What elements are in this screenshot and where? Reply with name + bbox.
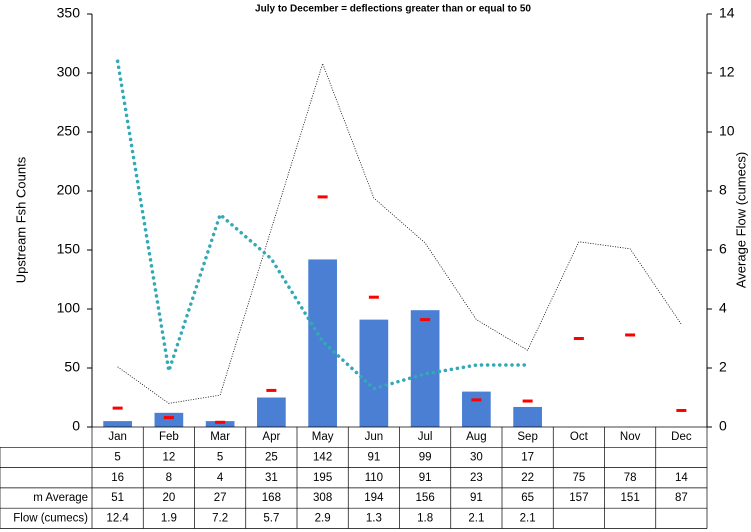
table-cell: 110 bbox=[365, 472, 383, 484]
legend-label: Flow (cumecs) bbox=[13, 512, 88, 524]
x-tick-label: Jun bbox=[365, 431, 384, 443]
x-tick-label: Aug bbox=[466, 431, 486, 443]
y2-tick-label: 2 bbox=[719, 359, 727, 375]
table-cell: 99 bbox=[419, 451, 432, 463]
table-cell: 5.7 bbox=[263, 512, 279, 524]
marker bbox=[266, 388, 277, 392]
table-cell: 17 bbox=[521, 451, 534, 463]
marker bbox=[625, 333, 636, 337]
bar bbox=[205, 421, 235, 427]
marker bbox=[522, 399, 533, 403]
bar bbox=[462, 391, 491, 427]
marker bbox=[112, 406, 123, 410]
table-cell: 4 bbox=[217, 472, 224, 484]
x-tick-label: Jul bbox=[418, 431, 433, 443]
table-cell: 194 bbox=[364, 492, 384, 504]
table-cell: 168 bbox=[262, 492, 281, 504]
average-line bbox=[117, 62, 682, 404]
marker bbox=[573, 337, 584, 340]
legend-label: m Average bbox=[33, 492, 88, 504]
y2-axis-title: Average Flow (cumecs) bbox=[733, 152, 748, 288]
marker bbox=[317, 195, 328, 199]
table-cell: 2.1 bbox=[520, 512, 536, 524]
bar bbox=[513, 406, 542, 427]
bar bbox=[410, 310, 440, 427]
marker bbox=[163, 416, 174, 420]
y-tick-label: 100 bbox=[57, 300, 81, 316]
x-tick-label: Mar bbox=[210, 431, 230, 443]
table-cell: 5 bbox=[217, 451, 223, 463]
y2-tick-label: 0 bbox=[719, 418, 727, 434]
table-cell: 1.3 bbox=[366, 512, 382, 524]
table-cell: 16 bbox=[111, 472, 124, 484]
table-cell: 7.2 bbox=[212, 512, 228, 524]
y2-tick-label: 4 bbox=[719, 300, 727, 316]
table-cell: 91 bbox=[470, 492, 483, 504]
table-cell: 87 bbox=[675, 492, 688, 504]
bar bbox=[103, 421, 132, 427]
table-cell: 142 bbox=[313, 451, 332, 463]
bar bbox=[359, 319, 389, 427]
bar bbox=[257, 397, 286, 427]
table-cell: 2.1 bbox=[468, 512, 484, 524]
table-cell: 2.9 bbox=[315, 512, 331, 524]
marker bbox=[676, 408, 687, 412]
y2-tick-label: 10 bbox=[719, 123, 735, 139]
table-cell: 195 bbox=[313, 472, 332, 484]
table-cell: 157 bbox=[569, 492, 588, 504]
table-cell: 12 bbox=[162, 451, 175, 463]
table-cell: 78 bbox=[624, 472, 637, 484]
x-tick-label: Dec bbox=[671, 431, 692, 443]
table-cell: 1.8 bbox=[417, 512, 433, 524]
y-tick-label: 350 bbox=[57, 5, 81, 21]
table-cell: 51 bbox=[111, 492, 124, 504]
table-cell: 308 bbox=[313, 492, 332, 504]
table-cell: 91 bbox=[367, 451, 380, 463]
table-cell: 5 bbox=[114, 451, 120, 463]
table-cell: 22 bbox=[521, 472, 534, 484]
y2-tick-label: 8 bbox=[719, 182, 727, 198]
x-tick-label: Nov bbox=[620, 431, 641, 443]
y2-tick-label: 12 bbox=[719, 64, 735, 80]
x-tick-label: Oct bbox=[570, 431, 589, 443]
y2-tick-label: 14 bbox=[719, 5, 735, 21]
y2-tick-label: 6 bbox=[719, 241, 727, 257]
table-cell: 30 bbox=[470, 451, 483, 463]
table-cell: 12.4 bbox=[106, 512, 129, 524]
bar bbox=[308, 259, 337, 427]
table-cell: 20 bbox=[162, 492, 175, 504]
y-tick-label: 250 bbox=[57, 123, 81, 139]
y-axis-title: Upstream Fsh Counts bbox=[13, 156, 28, 283]
table-cell: 156 bbox=[416, 492, 435, 504]
x-tick-label: Feb bbox=[159, 431, 179, 443]
y-tick-label: 50 bbox=[64, 359, 80, 375]
x-tick-label: Sep bbox=[517, 431, 537, 443]
chart-title: July to December = deflections greater t… bbox=[255, 4, 531, 15]
y-tick-label: 300 bbox=[57, 64, 81, 80]
table-cell: 91 bbox=[419, 472, 432, 484]
table-cell: 25 bbox=[265, 451, 278, 463]
table-cell: 14 bbox=[675, 472, 688, 484]
marker bbox=[420, 318, 431, 322]
x-tick-label: Jan bbox=[108, 431, 127, 443]
table-cell: 65 bbox=[521, 492, 534, 504]
table-cell: 75 bbox=[572, 472, 585, 484]
marker bbox=[471, 398, 482, 402]
flow-line bbox=[115, 59, 530, 391]
marker bbox=[215, 420, 226, 424]
table-cell: 31 bbox=[265, 472, 278, 484]
y-tick-label: 150 bbox=[57, 241, 81, 257]
table-cell: 23 bbox=[470, 472, 483, 484]
y-tick-label: 0 bbox=[72, 418, 80, 434]
y-tick-label: 200 bbox=[57, 182, 81, 198]
bar bbox=[154, 412, 184, 427]
table-cell: 8 bbox=[166, 472, 172, 484]
table-cell: 151 bbox=[621, 492, 640, 504]
table-cell: 27 bbox=[214, 492, 227, 504]
table-cell: 1.9 bbox=[161, 512, 177, 524]
x-tick-label: Apr bbox=[262, 431, 280, 443]
x-tick-label: May bbox=[312, 431, 334, 443]
marker bbox=[368, 295, 379, 299]
